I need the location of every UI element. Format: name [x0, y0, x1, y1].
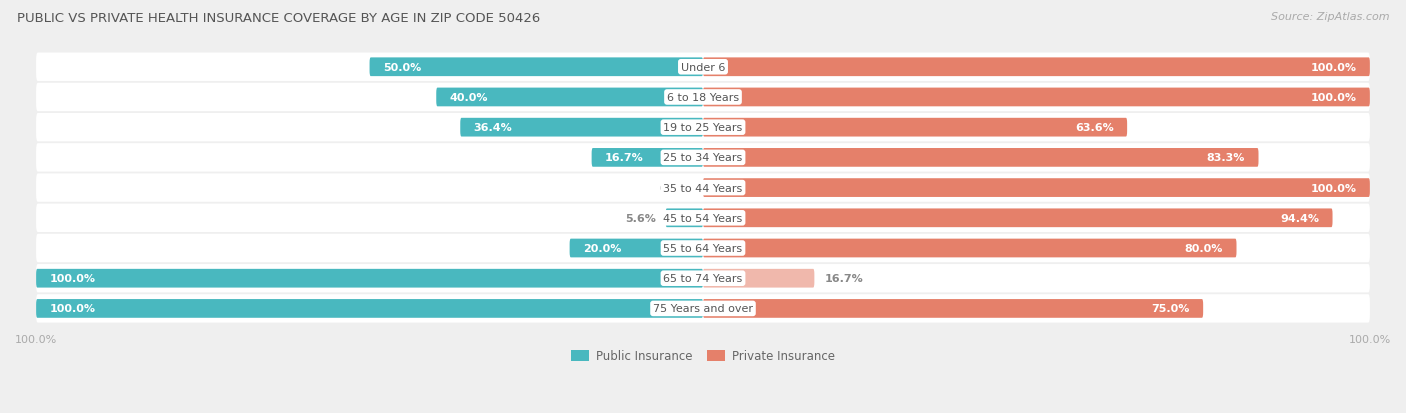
- FancyBboxPatch shape: [37, 294, 1369, 323]
- FancyBboxPatch shape: [592, 149, 703, 167]
- FancyBboxPatch shape: [37, 204, 1369, 233]
- Text: 65 to 74 Years: 65 to 74 Years: [664, 273, 742, 284]
- FancyBboxPatch shape: [703, 269, 814, 288]
- Text: Source: ZipAtlas.com: Source: ZipAtlas.com: [1271, 12, 1389, 22]
- Text: 100.0%: 100.0%: [49, 273, 96, 284]
- Text: PUBLIC VS PRIVATE HEALTH INSURANCE COVERAGE BY AGE IN ZIP CODE 50426: PUBLIC VS PRIVATE HEALTH INSURANCE COVER…: [17, 12, 540, 25]
- FancyBboxPatch shape: [37, 234, 1369, 263]
- Text: 25 to 34 Years: 25 to 34 Years: [664, 153, 742, 163]
- FancyBboxPatch shape: [703, 299, 1204, 318]
- FancyBboxPatch shape: [460, 119, 703, 137]
- Text: 20.0%: 20.0%: [583, 243, 621, 254]
- FancyBboxPatch shape: [703, 58, 1369, 77]
- Text: 50.0%: 50.0%: [382, 63, 422, 73]
- Text: 100.0%: 100.0%: [1310, 183, 1357, 193]
- Text: 16.7%: 16.7%: [824, 273, 863, 284]
- Text: 55 to 64 Years: 55 to 64 Years: [664, 243, 742, 254]
- Text: Under 6: Under 6: [681, 63, 725, 73]
- Text: 75.0%: 75.0%: [1152, 304, 1189, 313]
- FancyBboxPatch shape: [569, 239, 703, 258]
- Text: 94.4%: 94.4%: [1281, 213, 1319, 223]
- Text: 75 Years and over: 75 Years and over: [652, 304, 754, 313]
- Text: 83.3%: 83.3%: [1206, 153, 1246, 163]
- Legend: Public Insurance, Private Insurance: Public Insurance, Private Insurance: [567, 345, 839, 367]
- FancyBboxPatch shape: [703, 209, 1333, 228]
- Text: 100.0%: 100.0%: [1310, 93, 1357, 103]
- FancyBboxPatch shape: [37, 83, 1369, 112]
- Text: 5.6%: 5.6%: [624, 213, 655, 223]
- Text: 100.0%: 100.0%: [49, 304, 96, 313]
- FancyBboxPatch shape: [37, 264, 1369, 293]
- FancyBboxPatch shape: [37, 299, 703, 318]
- FancyBboxPatch shape: [37, 144, 1369, 172]
- FancyBboxPatch shape: [37, 269, 703, 288]
- Text: 19 to 25 Years: 19 to 25 Years: [664, 123, 742, 133]
- FancyBboxPatch shape: [703, 149, 1258, 167]
- FancyBboxPatch shape: [703, 239, 1236, 258]
- FancyBboxPatch shape: [37, 53, 1369, 82]
- Text: 36.4%: 36.4%: [474, 123, 512, 133]
- FancyBboxPatch shape: [436, 88, 703, 107]
- FancyBboxPatch shape: [37, 174, 1369, 202]
- FancyBboxPatch shape: [370, 58, 703, 77]
- Text: 6 to 18 Years: 6 to 18 Years: [666, 93, 740, 103]
- Text: 63.6%: 63.6%: [1076, 123, 1114, 133]
- Text: 35 to 44 Years: 35 to 44 Years: [664, 183, 742, 193]
- FancyBboxPatch shape: [703, 88, 1369, 107]
- Text: 100.0%: 100.0%: [1310, 63, 1357, 73]
- Text: 40.0%: 40.0%: [450, 93, 488, 103]
- FancyBboxPatch shape: [665, 209, 703, 228]
- Text: 16.7%: 16.7%: [605, 153, 644, 163]
- FancyBboxPatch shape: [703, 179, 1369, 197]
- Text: 0.0%: 0.0%: [659, 183, 690, 193]
- Text: 80.0%: 80.0%: [1185, 243, 1223, 254]
- FancyBboxPatch shape: [703, 119, 1128, 137]
- Text: 45 to 54 Years: 45 to 54 Years: [664, 213, 742, 223]
- FancyBboxPatch shape: [37, 114, 1369, 142]
